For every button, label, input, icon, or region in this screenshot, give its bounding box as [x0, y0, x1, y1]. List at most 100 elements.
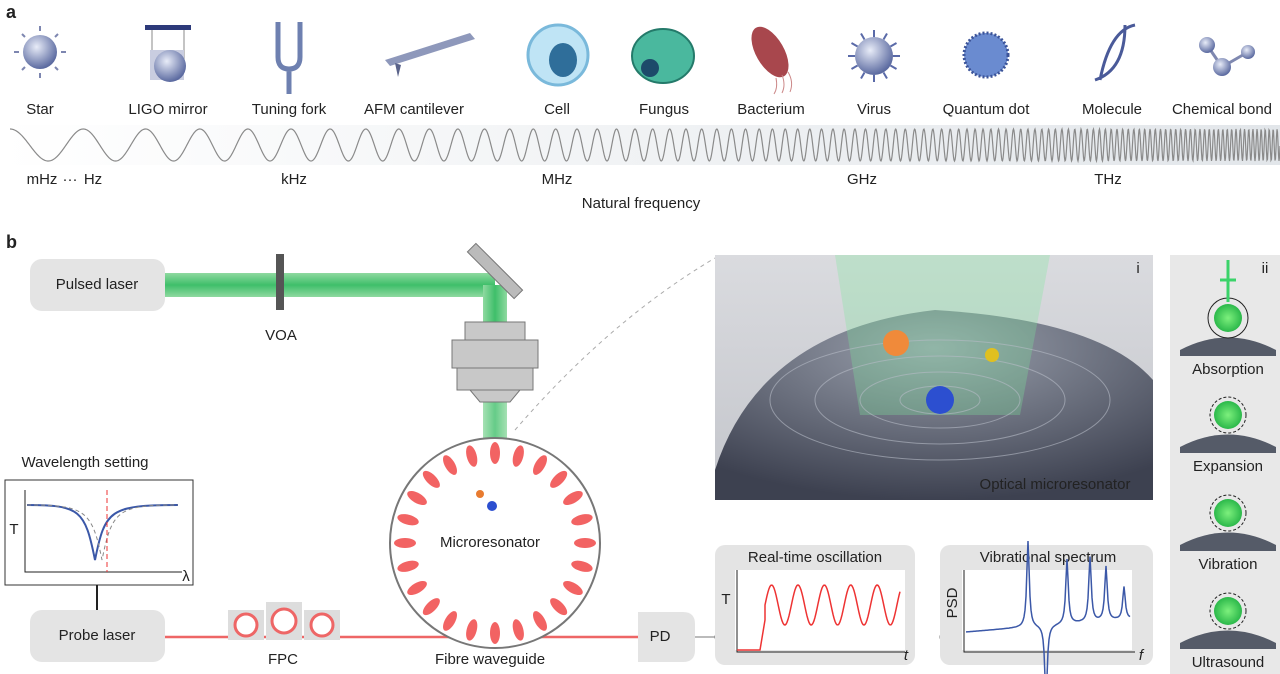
virus-spike	[882, 71, 888, 80]
particle	[476, 490, 484, 498]
plot-area	[962, 570, 1132, 650]
fpc-label: FPC	[268, 651, 298, 668]
axis-label: PSD	[944, 587, 961, 618]
chemical-bond-icon	[1199, 37, 1215, 53]
fungus-nucleus	[641, 59, 659, 77]
mode-lobe	[571, 560, 593, 572]
mode-lobe	[407, 581, 427, 595]
particle-outline	[1209, 592, 1247, 630]
cell-nucleus	[549, 43, 577, 77]
microresonator-label: Microresonator	[440, 534, 540, 551]
afm-tip	[395, 63, 401, 77]
substrate	[1180, 337, 1276, 356]
pd-label: PD	[650, 628, 671, 645]
mode-lobe	[466, 445, 478, 467]
virus-spike	[850, 42, 859, 48]
mode-lobe	[466, 619, 478, 641]
transmission-curve-shifted	[26, 504, 179, 561]
quantum-dot-icon	[962, 31, 1010, 79]
bacterium-flagella	[773, 71, 793, 95]
fpc	[228, 602, 340, 640]
mechanism-label: Expansion	[1193, 458, 1263, 475]
virus-spike	[860, 71, 866, 80]
frequency-labels: mHz ··· Hz kHz MHz GHz THz	[27, 171, 1122, 188]
microresonator	[389, 437, 601, 649]
mode-lobe	[571, 514, 593, 526]
fibre-label: Fibre waveguide	[435, 651, 545, 668]
mode-lobe	[550, 470, 568, 488]
mode-lobe	[422, 598, 440, 616]
oscillation-curve	[737, 584, 901, 651]
afm-icon	[385, 33, 475, 66]
mechanism-label: Ultrasound	[1192, 654, 1265, 671]
object-label: Star	[26, 101, 54, 118]
object-label: Cell	[544, 101, 570, 118]
frequency-label: ···	[63, 171, 78, 188]
object-label: Molecule	[1082, 101, 1142, 118]
mode-lobe	[407, 490, 427, 505]
particle	[926, 386, 954, 414]
mechanism-label: Absorption	[1192, 361, 1264, 378]
panel-label: b	[6, 232, 17, 252]
particle-outline	[1209, 494, 1247, 532]
substrate	[1180, 434, 1276, 453]
axis-label: T	[721, 591, 730, 608]
realtime-title: Real-time oscillation	[748, 549, 882, 566]
particle	[985, 348, 999, 362]
chemical-bond-icon	[1213, 58, 1231, 76]
star-rays	[14, 26, 66, 78]
tuning-fork-icon	[275, 22, 303, 94]
star-icon	[23, 35, 57, 69]
chemical-bond-icon	[1241, 45, 1255, 59]
particle	[883, 330, 909, 356]
spectrum-curve	[966, 540, 1131, 674]
particle	[487, 501, 497, 511]
ripples	[769, 339, 1111, 461]
icons	[14, 22, 1255, 95]
virus-spike	[850, 64, 859, 70]
mode-lobe	[574, 538, 596, 548]
panel-label: a	[6, 2, 17, 22]
mode-lobe	[563, 491, 583, 505]
plot-axes	[24, 490, 182, 573]
mode-lobe	[422, 470, 440, 488]
particle-glow	[1214, 304, 1242, 332]
fungus-icon	[631, 28, 695, 84]
object-label: Tuning fork	[252, 101, 327, 118]
axis-label: T	[9, 521, 18, 538]
axis-title: Natural frequency	[582, 195, 701, 212]
frequency-wave	[9, 126, 1280, 164]
object-label: Virus	[857, 101, 891, 118]
virus-spike	[889, 64, 898, 70]
virus-spike	[860, 32, 866, 41]
object-label: LIGO mirror	[128, 101, 207, 118]
molecule-icon	[1094, 23, 1136, 82]
virus-spike	[882, 32, 888, 41]
pump-pulse	[1220, 260, 1236, 302]
frequency-label: MHz	[542, 171, 573, 188]
object-label: Bacterium	[737, 101, 805, 118]
mode-lobe	[533, 611, 547, 631]
mode-lobe	[397, 514, 419, 526]
objective-lens	[451, 321, 539, 403]
object-label: Chemical bond	[1172, 101, 1272, 118]
object-label: Fungus	[639, 101, 689, 118]
particle-glow	[1214, 499, 1242, 527]
zoom-line	[514, 257, 716, 431]
mode-lobe	[490, 442, 500, 464]
virus-spike	[889, 42, 898, 48]
voa-filter	[276, 254, 284, 310]
ligo-mirror-icon	[154, 50, 186, 82]
wavelength-title: Wavelength setting	[21, 454, 148, 471]
object-labels: Star LIGO mirror Tuning fork AFM cantilever…	[26, 101, 1272, 118]
axis-label: λ	[182, 568, 190, 585]
mode-lobe	[512, 619, 524, 641]
mode-lobe	[397, 560, 419, 572]
frequency-label: THz	[1094, 171, 1122, 188]
pulsed-laser-label: Pulsed laser	[56, 276, 139, 293]
particle-outline	[1209, 396, 1247, 434]
plot-area	[735, 570, 905, 650]
mechanisms: Absorption Expansion Vibration Ultrasound	[1180, 260, 1276, 671]
particle-glow	[1214, 401, 1242, 429]
